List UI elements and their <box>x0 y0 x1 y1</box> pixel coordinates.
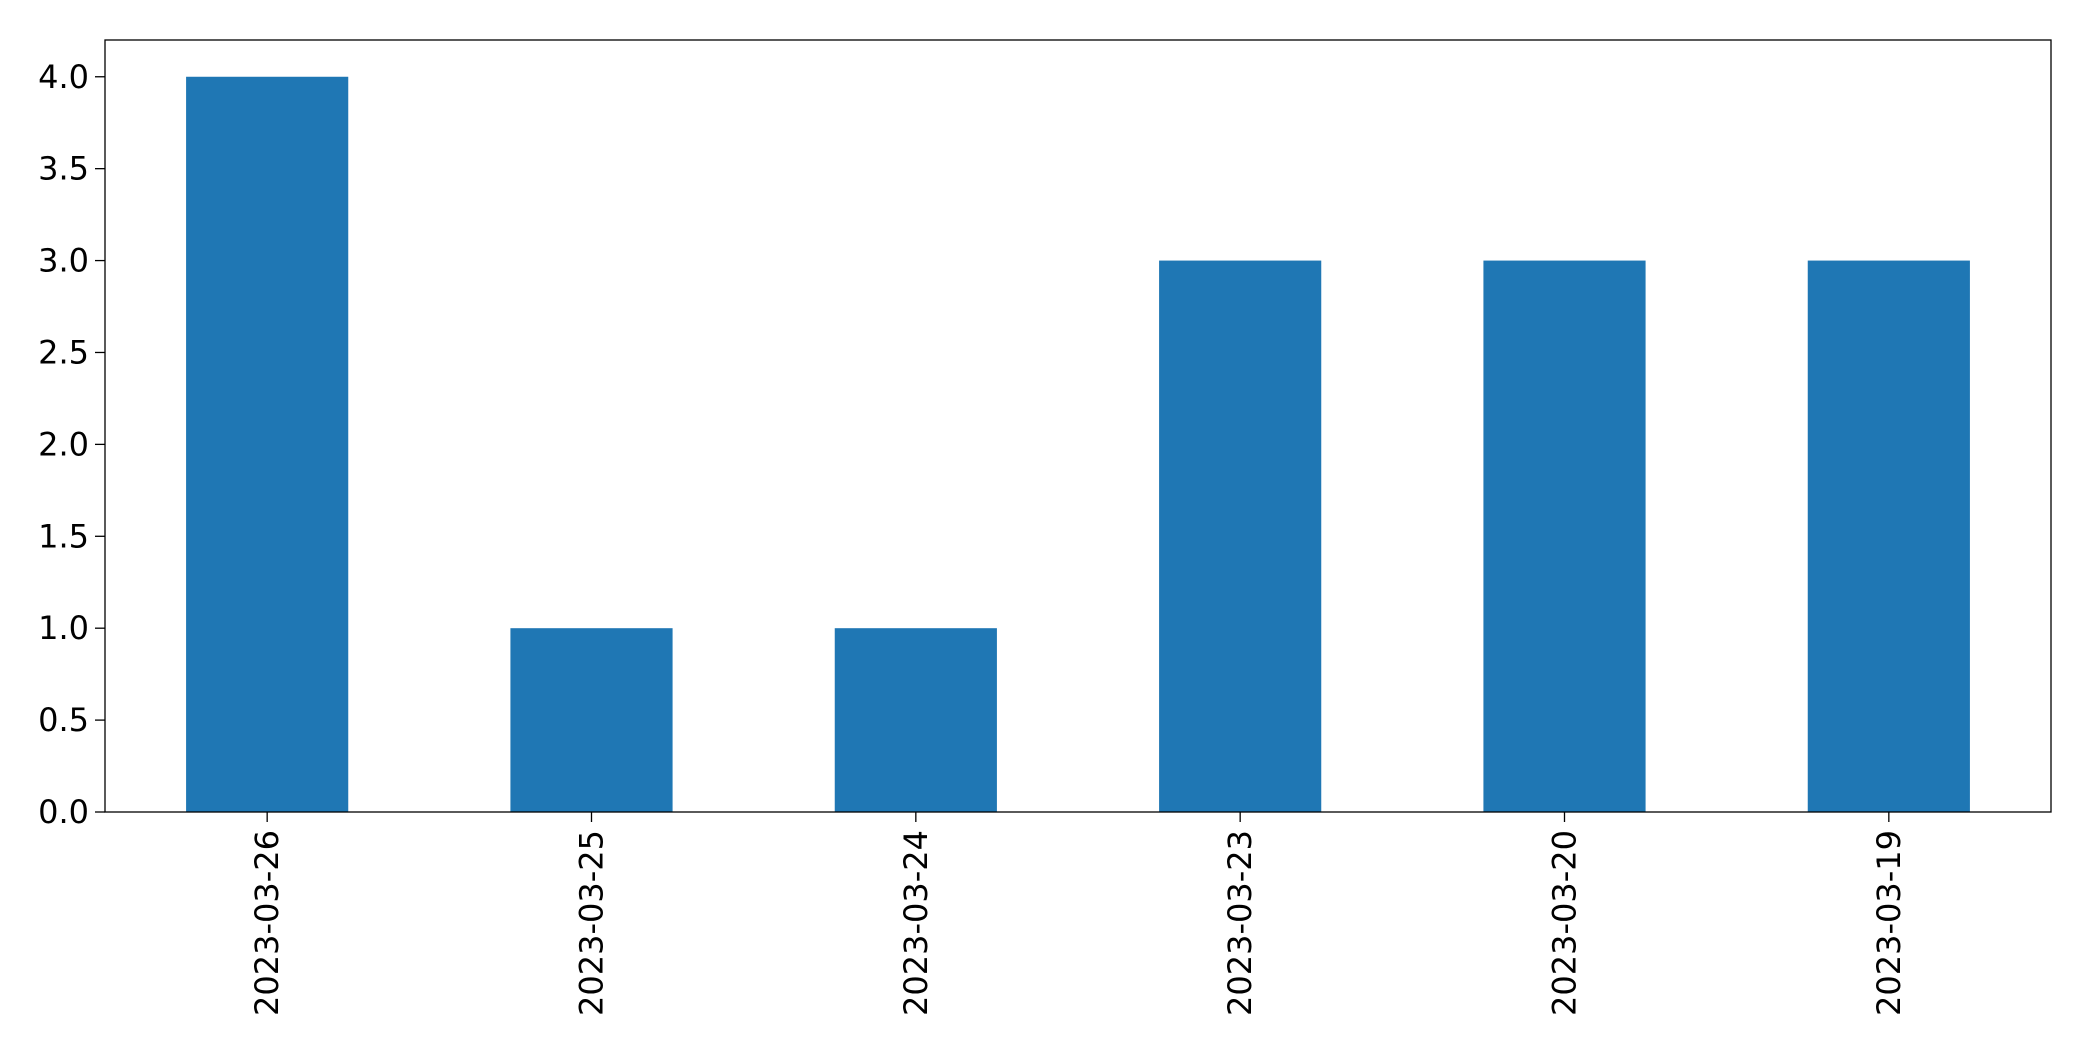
y-tick-label: 1.0 <box>38 609 89 647</box>
x-tick-label: 2023-03-24 <box>897 830 935 1016</box>
y-tick-label: 3.5 <box>38 150 89 188</box>
y-tick-label: 0.0 <box>38 793 89 831</box>
y-tick-label: 4.0 <box>38 58 89 96</box>
bars-group <box>186 76 1970 813</box>
y-tick-label: 2.5 <box>38 333 89 371</box>
x-tick-label: 2023-03-20 <box>1546 830 1584 1016</box>
bar-2023-03-20 <box>1483 260 1646 813</box>
x-tick-label: 2023-03-23 <box>1221 830 1259 1016</box>
y-tick-label: 2.0 <box>38 425 89 463</box>
y-tick-label: 1.5 <box>38 517 89 555</box>
x-axis: 2023-03-26 2023-03-25 2023-03-24 2023-03-23… <box>248 812 1908 1016</box>
y-tick-label: 3.0 <box>38 242 89 280</box>
x-tick-label: 2023-03-25 <box>573 830 611 1016</box>
bar-2023-03-26 <box>186 76 349 812</box>
y-tick-label: 0.5 <box>38 701 89 739</box>
plot-frame <box>104 39 2052 813</box>
bar-2023-03-25 <box>510 628 673 812</box>
x-tick-label: 2023-03-26 <box>248 830 286 1016</box>
x-tick-label: 2023-03-19 <box>1870 830 1908 1016</box>
bar-2023-03-24 <box>834 628 997 812</box>
bar-2023-03-23 <box>1159 260 1322 813</box>
bar-2023-03-19 <box>1807 260 1970 813</box>
y-axis: 0.0 0.5 1.0 1.5 2.0 2.5 3.0 3.5 4.0 <box>38 58 105 831</box>
